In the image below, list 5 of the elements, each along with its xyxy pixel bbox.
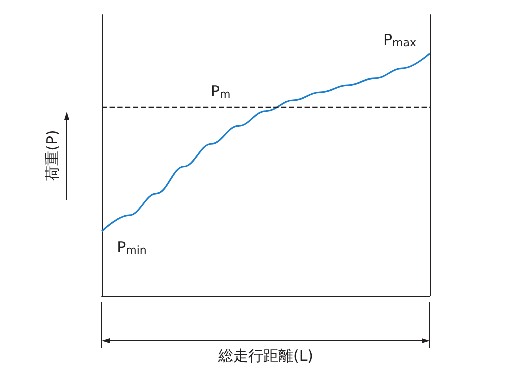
ref-line-label: Pm <box>211 82 231 102</box>
text: Pmax <box>383 30 417 50</box>
annotation: Pmin <box>117 238 147 258</box>
y-axis-title: 荷重(P) <box>44 130 62 181</box>
x-axis-title: 総走行距離(L) <box>217 347 314 365</box>
